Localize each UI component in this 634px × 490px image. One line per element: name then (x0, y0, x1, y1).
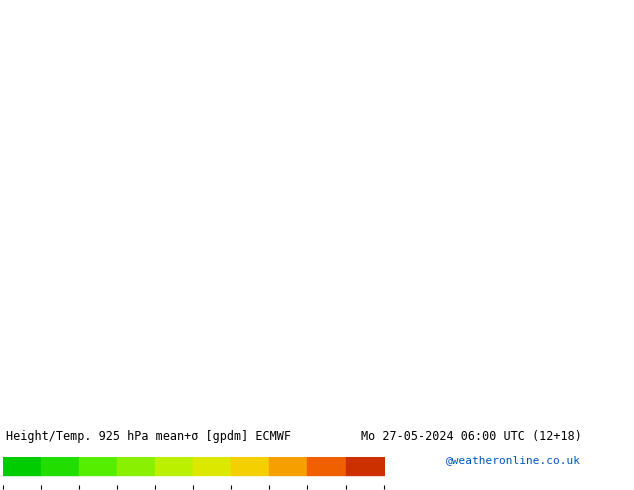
Text: Mo 27-05-2024 06:00 UTC (12+18): Mo 27-05-2024 06:00 UTC (12+18) (361, 430, 582, 443)
Text: @weatheronline.co.uk: @weatheronline.co.uk (446, 455, 581, 465)
Text: Height/Temp. 925 hPa mean+σ [gpdm] ECMWF: Height/Temp. 925 hPa mean+σ [gpdm] ECMWF (6, 430, 292, 443)
